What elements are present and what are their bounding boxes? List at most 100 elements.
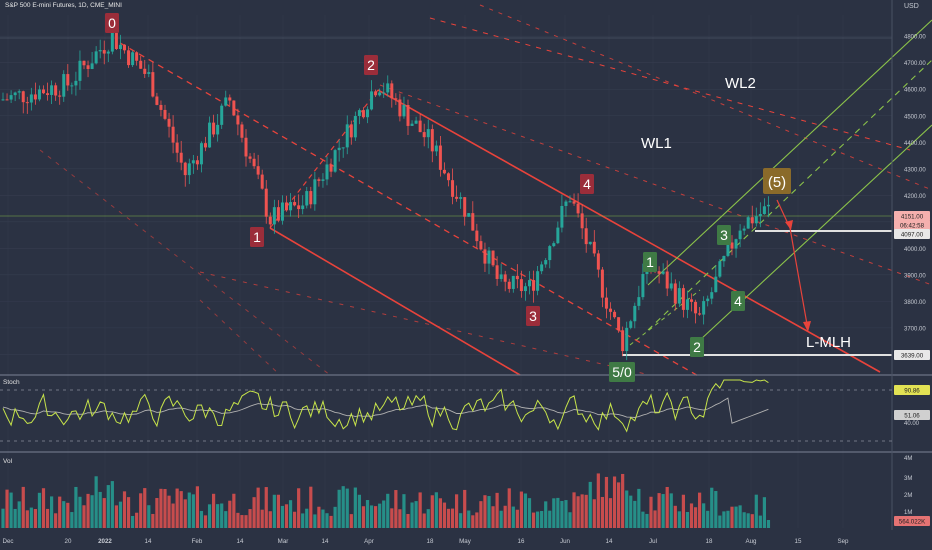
wave-label-red-3[interactable] [526, 306, 540, 326]
wave-label-red-4[interactable] [580, 174, 594, 194]
volume-bar [276, 494, 280, 528]
volume-bar [167, 495, 171, 528]
red-channel-dashed-upper[interactable] [119, 42, 701, 378]
candle-body [110, 32, 114, 52]
volume-bar [240, 515, 244, 528]
volume-bar [430, 495, 434, 528]
price-tick-label: 4500.00 [904, 114, 926, 120]
price-grid [0, 15, 892, 528]
volume-bar [398, 509, 402, 528]
candle-body [459, 197, 463, 199]
candle-body [325, 164, 329, 180]
volume-badge-text: 564.022K [899, 519, 926, 526]
volume-bar [722, 511, 726, 528]
red-median-line-lower[interactable] [269, 227, 521, 376]
volume-bar [341, 486, 345, 528]
volume-bar [442, 502, 447, 528]
candle-body [98, 50, 102, 52]
green-dashed-connector[interactable] [629, 289, 701, 346]
wave-label-red-0[interactable] [105, 13, 119, 33]
candle-body [240, 124, 244, 138]
candle-body [329, 164, 333, 172]
candle-body [515, 275, 519, 280]
candle-body [718, 261, 722, 277]
projection-arrows[interactable] [776, 199, 811, 332]
wave-label-bottom[interactable] [609, 362, 635, 382]
wave-label-red-1[interactable] [250, 227, 264, 247]
stoch-d-badge-text: 51.06 [904, 413, 920, 420]
wave-label-green-3[interactable] [717, 225, 731, 245]
wave-labels[interactable]: 0 1 2 3 4 5/0 1 2 3 4 (5) WL1 WL2 L-MLH [105, 13, 851, 382]
countdown-badge[interactable] [894, 220, 930, 230]
volume-bar [82, 505, 86, 528]
wave-label-green-1[interactable] [643, 252, 657, 272]
candle-body [629, 321, 633, 328]
red-channel-dashed-lower[interactable] [199, 271, 651, 376]
level-badge-4097-text: 4097.00 [901, 232, 924, 239]
volume-bar [702, 503, 706, 528]
red-median-line-upper[interactable] [377, 89, 881, 373]
volume-bar [617, 482, 621, 528]
volume-bar [58, 496, 62, 528]
volume-bar [568, 512, 572, 528]
time-tick-label: 15 [795, 538, 802, 545]
volume-bar [135, 512, 139, 528]
candle-body [183, 162, 187, 176]
red-channel-dashed-wl1[interactable] [379, 84, 932, 286]
volume-bar [369, 505, 374, 528]
volume-bar [641, 511, 645, 528]
volume-bar [463, 489, 467, 528]
price-level-lines[interactable] [0, 37, 892, 356]
green-channel-median[interactable] [647, 59, 932, 331]
time-tick-label: Aug [745, 538, 757, 545]
green-channel-upper[interactable] [647, 19, 932, 286]
wave-label-5-text: (5) [768, 174, 786, 191]
candle-body [536, 271, 540, 291]
stochastic-pane[interactable] [0, 379, 892, 442]
candle-body [37, 89, 41, 100]
wave-label-green-2[interactable] [690, 337, 704, 357]
red-channel-dashed-lower-2[interactable] [39, 149, 331, 376]
candle-body [576, 203, 580, 214]
volume-bar [766, 520, 771, 528]
candle-body [58, 95, 62, 97]
line-label-l-mlh[interactable]: L-MLH [806, 334, 851, 351]
volume-bar [333, 506, 337, 528]
level-badge-3639[interactable] [894, 350, 930, 360]
line-label-wl2[interactable]: WL2 [725, 75, 756, 92]
volume-bar [588, 481, 592, 528]
candle-body [572, 201, 576, 204]
red-channel-dashed-lower-3[interactable] [199, 299, 281, 376]
time-tick-label: 18 [427, 538, 434, 545]
candle-body [499, 274, 503, 279]
volume-badge[interactable] [894, 516, 930, 526]
level-badge-4097[interactable] [894, 229, 930, 239]
volume-bar [507, 488, 511, 528]
candle-body [552, 243, 556, 247]
volume-bar [114, 505, 118, 528]
line-label-wl1[interactable]: WL1 [641, 135, 672, 152]
volume-bar [220, 503, 224, 528]
red-channel-dashed-wl2[interactable] [479, 4, 932, 191]
volume-bar [612, 476, 617, 528]
candle-body [495, 265, 499, 279]
candle-body [21, 91, 25, 103]
wave-label-green-4[interactable] [731, 291, 745, 311]
volume-bar [147, 505, 151, 528]
candle-body [179, 152, 183, 163]
stoch-k-badge[interactable] [894, 385, 930, 395]
wave-label-5[interactable] [763, 168, 791, 194]
volume-bar [560, 500, 564, 528]
candle-body [613, 311, 617, 318]
last-price-badge[interactable] [894, 211, 930, 221]
time-tick-label: 14 [237, 538, 244, 545]
stoch-d-badge[interactable] [894, 410, 930, 420]
wave-label-red-2[interactable] [364, 55, 378, 75]
candle-body [78, 60, 82, 81]
candle-body [285, 202, 288, 211]
candle-body [592, 241, 596, 254]
candle-body [236, 115, 240, 125]
wave-label-red-3-text: 3 [529, 308, 537, 324]
